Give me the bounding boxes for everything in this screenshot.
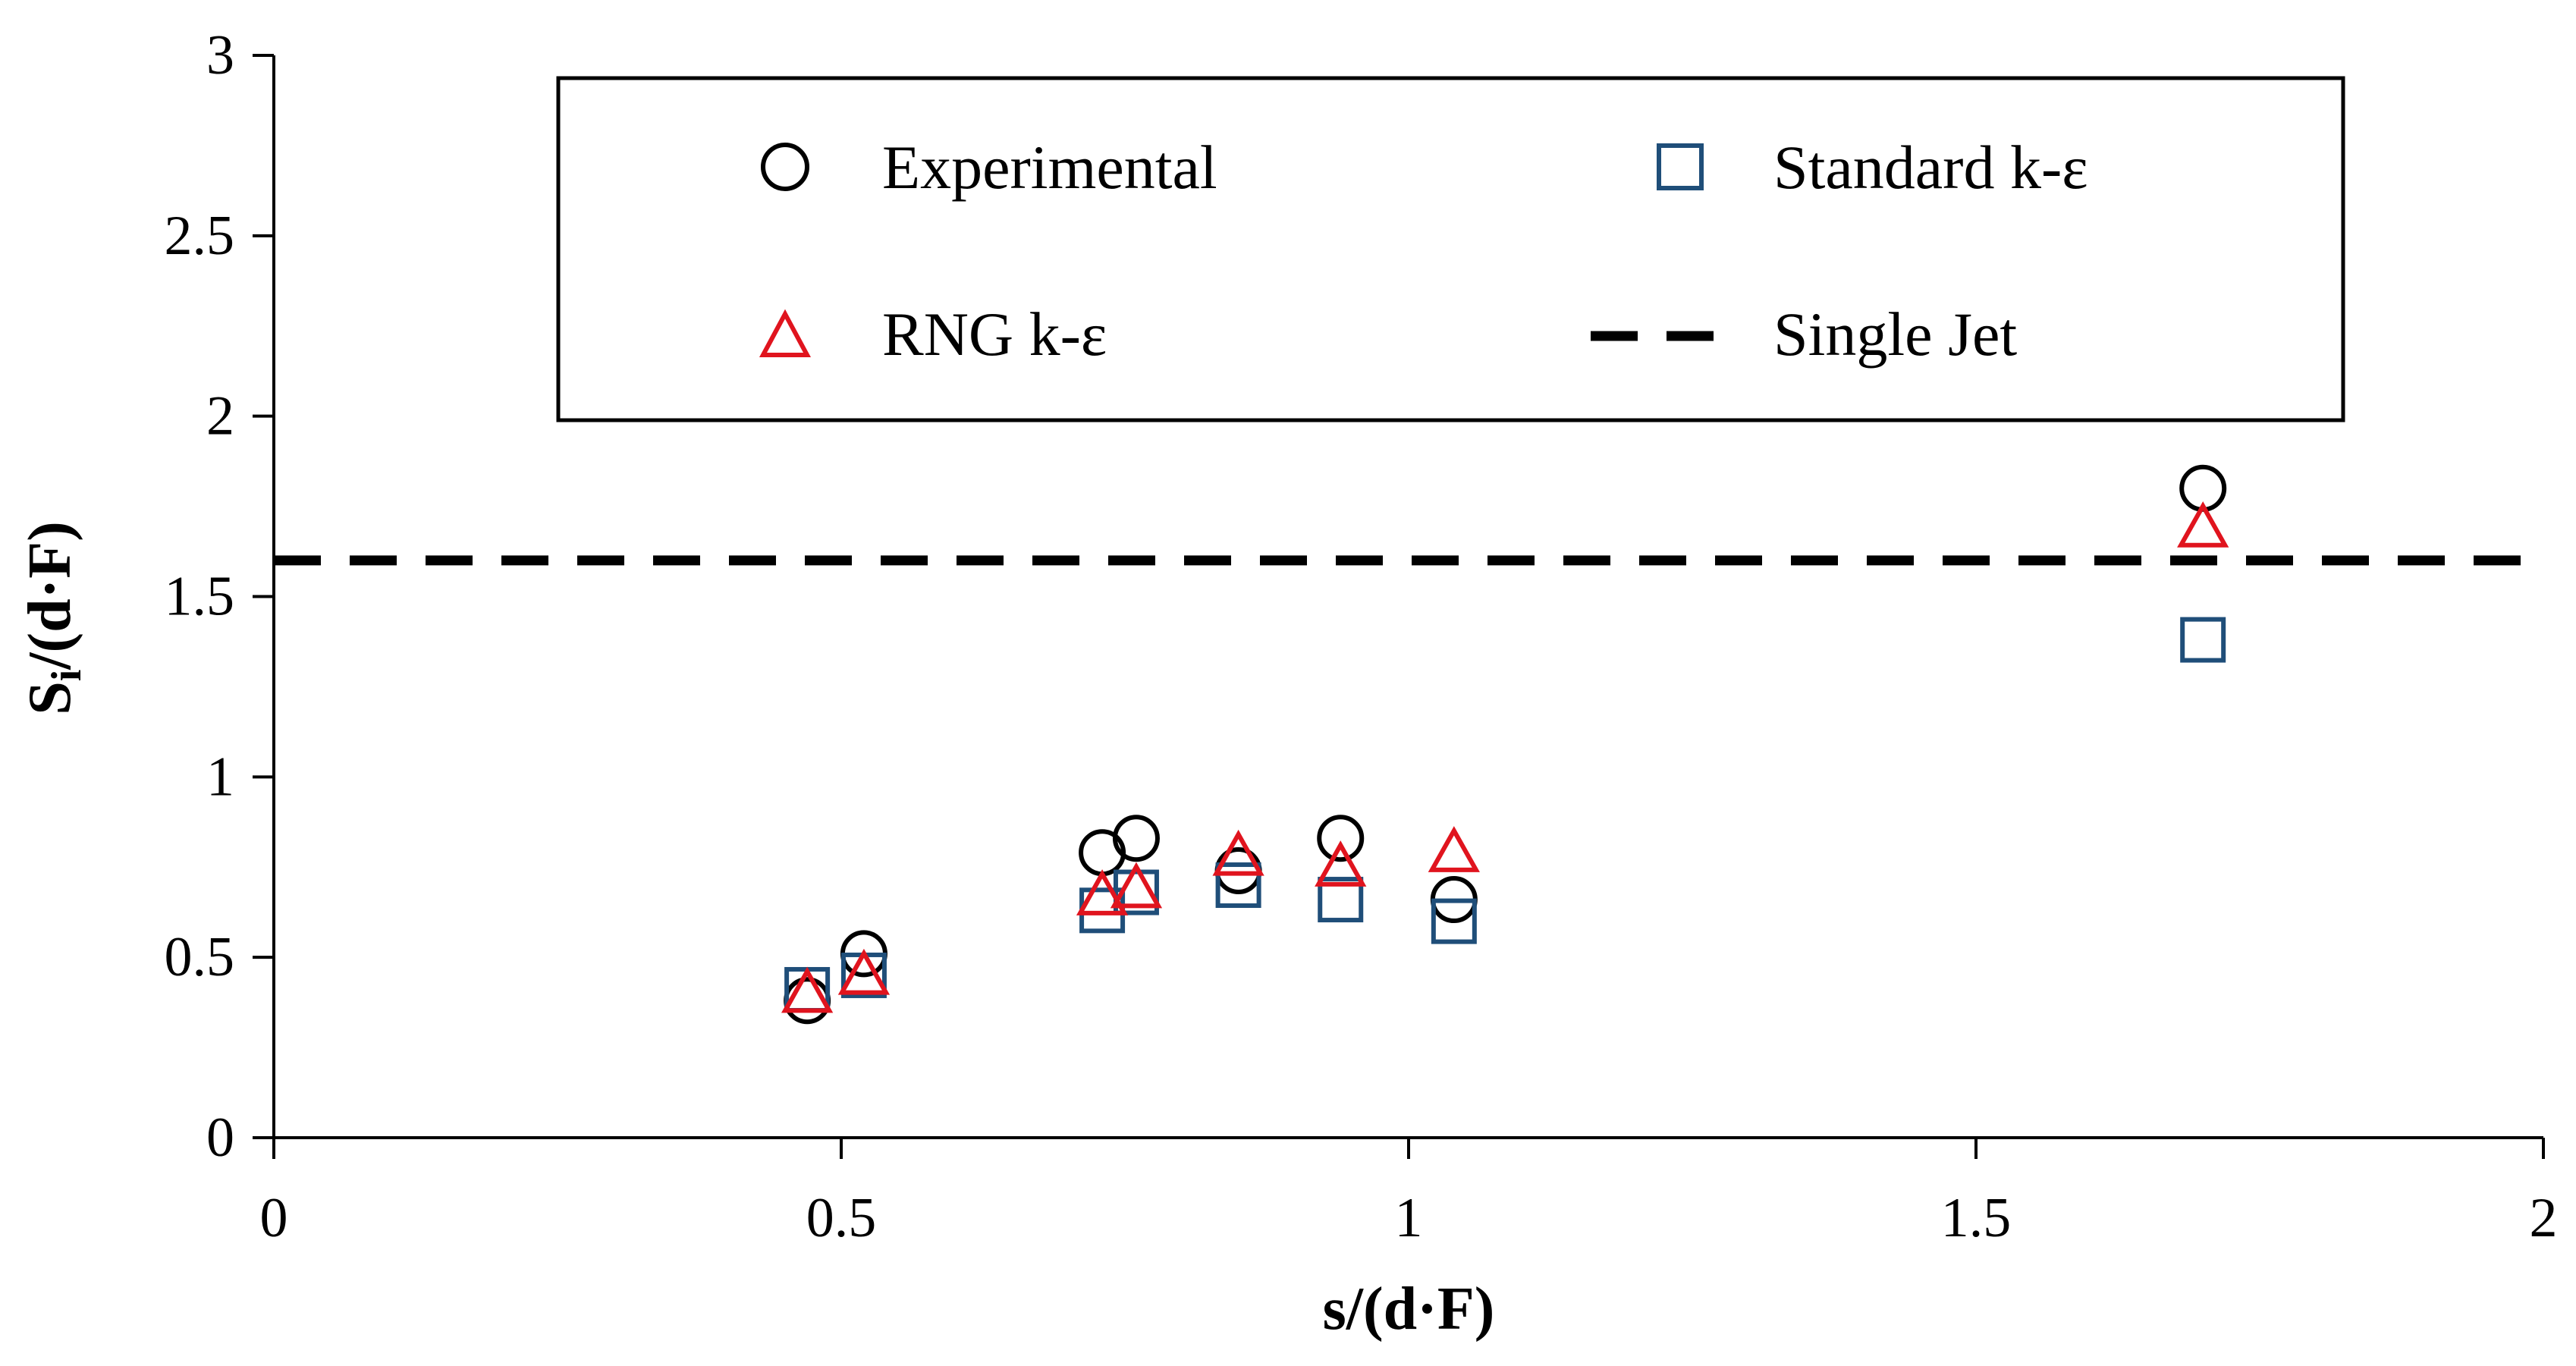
rng-k-epsilon-point <box>1110 862 1163 909</box>
standard-k-epsilon-point <box>1215 862 1261 909</box>
legend-entry-single-jet: Single Jet <box>1591 300 2017 369</box>
standard-k-epsilon-point <box>1431 898 1477 944</box>
rng-k-epsilon-point <box>2177 501 2229 548</box>
standard-k-epsilon-point <box>2180 617 2226 663</box>
standard-k-epsilon-point <box>1318 877 1364 923</box>
y-tick-label: 2 <box>206 385 234 447</box>
y-tick-label: 3 <box>206 24 234 86</box>
y-tick-label: 1 <box>206 746 234 808</box>
legend-entry-standard-k-epsilon: Standard k-ε <box>1657 133 2088 202</box>
axes: 0 0.5 1 1.5 2 2.5 3 0 0.5 1 1.5 2 <box>165 24 2558 1249</box>
y-axis-title-main: S <box>17 681 83 715</box>
x-tick-label: 0.5 <box>806 1187 877 1249</box>
legend-label-single-jet: Single Jet <box>1773 300 2017 369</box>
y-tick-label: 2.5 <box>165 205 235 267</box>
data-marks <box>274 464 2543 1025</box>
legend-marker-rng-k-epsilon <box>759 309 812 357</box>
rng-k-epsilon-point <box>1428 826 1480 872</box>
rng-k-epsilon-point <box>1315 840 1367 887</box>
rng-k-epsilon-point <box>1212 829 1264 876</box>
standard-k-epsilon-point <box>1113 869 1159 915</box>
rng-k-epsilon-point <box>781 966 834 1013</box>
x-tick-label: 1.5 <box>1941 1187 2012 1249</box>
y-axis-title: Si/(d·F) <box>17 521 90 715</box>
x-tick-label: 2 <box>2530 1187 2558 1249</box>
y-tick-label: 0.5 <box>165 926 235 988</box>
legend-marker-standard-k-epsilon <box>1657 143 1704 190</box>
rng-k-epsilon-point <box>837 948 891 995</box>
x-axis-title: s/(d·F) <box>1323 1276 1495 1342</box>
legend-entry-experimental: Experimental <box>761 133 1217 202</box>
y-tick-label: 1.5 <box>165 566 235 628</box>
legend-label-experimental: Experimental <box>882 133 1217 202</box>
legend-marker-experimental <box>761 143 809 191</box>
y-tick-label: 0 <box>206 1107 234 1169</box>
legend-entry-rng-k-epsilon: RNG k-ε <box>759 300 1107 369</box>
y-axis-title-subscript: i <box>43 670 90 682</box>
legend: Experimental Standard k-ε RNG k-ε Single… <box>556 76 2345 422</box>
y-axis-title-rest: /(d·F) <box>17 521 83 670</box>
legend-box <box>556 76 2345 422</box>
experimental-point <box>1112 815 1160 862</box>
x-tick-label: 0 <box>260 1187 288 1249</box>
legend-label-rng-k-epsilon: RNG k-ε <box>882 300 1107 369</box>
x-tick-label: 1 <box>1395 1187 1423 1249</box>
experimental-point <box>1317 815 1365 862</box>
rng-k-epsilon-point <box>1076 869 1129 915</box>
legend-label-standard-k-epsilon: Standard k-ε <box>1773 133 2088 202</box>
